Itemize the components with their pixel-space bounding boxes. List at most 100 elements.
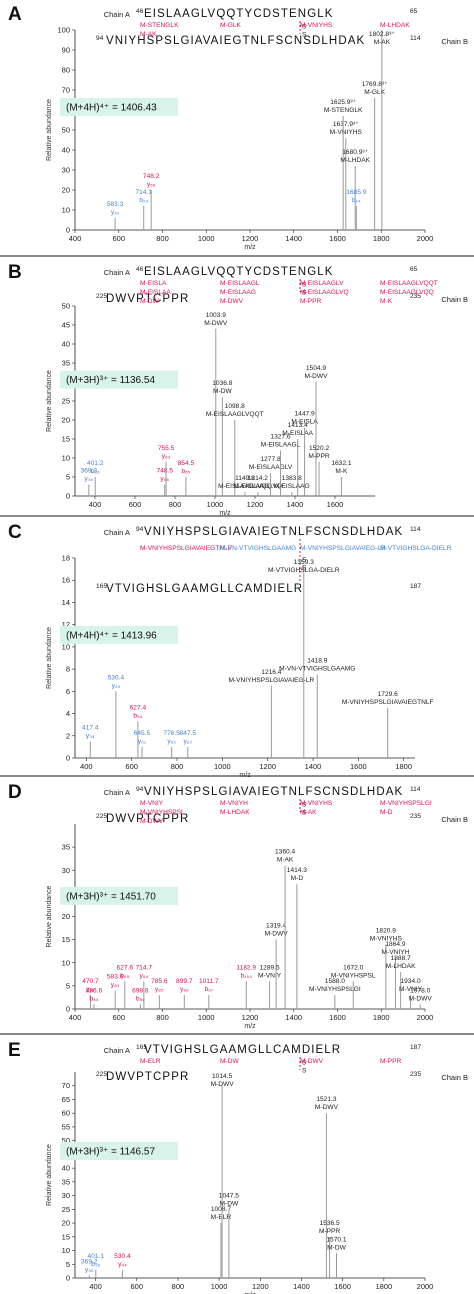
fragment-label: M-K <box>380 298 393 305</box>
peak-mz-label: 1685.9 <box>346 189 367 196</box>
peak-ion-label: M-K <box>335 468 348 475</box>
panel-letter: C <box>8 522 22 543</box>
peak-ion-label: M-EISLAAG <box>274 483 310 490</box>
peak-ion-label: M-VNIY <box>258 972 282 979</box>
y-tick-label: 10 <box>62 454 70 463</box>
x-tick-label: 1800 <box>395 762 412 771</box>
peak-ion-label: M-ELR <box>211 1214 232 1221</box>
peak-mz-label: 847.5 <box>180 730 197 737</box>
y-tick-label: 8 <box>66 665 70 674</box>
peak-mz-label: 1672.0 <box>343 964 364 971</box>
chain-b-start: 225 <box>96 813 107 820</box>
peak-mz-label: 1520.2 <box>309 445 330 452</box>
fragment-label: M-EISLA <box>140 280 167 287</box>
peak-mz-label: 748.5 <box>156 468 173 475</box>
chain-b-end: 235 <box>410 813 421 820</box>
peak-ion-label: M-DWV <box>204 320 228 327</box>
peak-mz-label: 1447.9 <box>294 411 315 418</box>
chain-a-sequence: VNIYHSPSLGIAVAIEGTNLFSCNSDLHDAK <box>144 786 403 798</box>
y-tick-label: 35 <box>62 843 70 852</box>
chain-b-label: Chain B <box>441 1073 468 1082</box>
peak-ion-label: M-VNIYHS <box>370 935 403 942</box>
peak-mz-label: 854.5 <box>178 460 195 467</box>
y-tick-label: 50 <box>62 302 70 311</box>
peak-ion-label: b₅₄ <box>133 712 142 719</box>
peak-ion-label: M-VNIYHSPSL <box>331 972 376 979</box>
chain-b-sequence: DWVPTCPPR <box>106 293 189 305</box>
fragment-label: M-EISLAA <box>140 289 171 296</box>
x-tick-label: 1600 <box>350 762 367 771</box>
y-tick-label: 30 <box>62 1191 70 1200</box>
peak-mz-label: 1536.5 <box>319 1220 340 1227</box>
peak-ion-label: b₂₄ <box>139 197 148 204</box>
fragment-label: M-DWV <box>300 1058 324 1065</box>
peak-mz-label: 1864.9 <box>385 941 406 948</box>
peak-ion-label: M-DWV <box>304 373 328 380</box>
x-tick-label: 1800 <box>373 234 390 243</box>
chain-b-sequence: DWVPTCPPR <box>106 1071 189 1083</box>
chain-b-start: 94 <box>96 35 104 42</box>
fragment-label: M-EISLAAG <box>220 289 256 296</box>
y-tick-label: 55 <box>62 1122 70 1131</box>
sulfur-label: S <box>302 1068 307 1075</box>
fragment-label: M-EISLAAGLVQQT <box>380 280 438 287</box>
fragment-label: M-GLK <box>220 22 241 29</box>
panel-a: A Chain A 46 EISLAAGLVQQTYCDSTENGLK 65 94 VNIY… <box>8 4 468 251</box>
peak-ion-label: y₈₃ <box>111 982 120 989</box>
y-tick-label: 15 <box>62 1232 70 1241</box>
y-tick-label: 5 <box>66 981 70 990</box>
peak-mz-label: 486.6 <box>86 987 103 994</box>
peak-mz-label: 1277.8 <box>260 456 281 463</box>
peak-ion-label: M-VNIYHS <box>330 129 363 136</box>
panel-letter: B <box>8 262 22 283</box>
peak-ion-label: M-PPR <box>308 453 329 460</box>
y-tick-label: 0 <box>66 754 70 763</box>
peak-ion-label: y₄₂ <box>111 209 120 216</box>
chain-b-label: Chain B <box>441 815 468 824</box>
y-tick-label: 15 <box>62 935 70 944</box>
chain-b-end: 235 <box>410 1071 421 1078</box>
chain-b-sequence: DWVPTCPPR <box>106 813 189 825</box>
sulfur-label: S <box>302 1060 307 1067</box>
y-tick-label: 16 <box>62 576 70 585</box>
peak-ion-label: b₉₇ <box>205 986 214 993</box>
y-tick-label: 70 <box>62 86 70 95</box>
x-tick-label: 400 <box>89 500 102 509</box>
x-tick-label: 800 <box>156 234 169 243</box>
precursor-box <box>60 1142 178 1161</box>
panel-letter: D <box>8 782 22 803</box>
sulfur-label: S <box>302 32 307 39</box>
peak-mz-label: 1418.9 <box>307 658 328 665</box>
fragment-label: M-VN-VTVIGHSLGAAMG <box>220 545 296 552</box>
peak-mz-label: 1003.9 <box>206 312 227 319</box>
y-tick-label: 50 <box>62 1136 70 1145</box>
x-tick-label: 1600 <box>327 500 344 509</box>
precursor-box <box>60 626 178 644</box>
x-tick-label: 1600 <box>334 1282 351 1291</box>
sulfur-label: S <box>302 557 307 564</box>
peak-mz-label: 369.3 <box>81 468 98 475</box>
y-tick-label: 100 <box>57 26 70 35</box>
peak-ion-label: y₈₅ <box>155 986 164 993</box>
y-tick-label: 90 <box>62 46 70 55</box>
x-tick-label: 600 <box>112 234 125 243</box>
x-tick-label: 400 <box>80 762 93 771</box>
peak-mz-label: 714.1 <box>135 189 152 196</box>
peak-ion-label: M-EISLA <box>291 419 318 426</box>
x-tick-label: 1000 <box>198 234 215 243</box>
peak-mz-label: 1414.3 <box>287 867 308 874</box>
chain-b-label: Chain B <box>441 295 468 304</box>
y-tick-label: 4 <box>66 709 70 718</box>
chain-a-label: Chain A <box>104 1046 130 1055</box>
precursor-box <box>60 886 178 905</box>
peak-ion-label: y₈₄ <box>139 972 148 979</box>
y-tick-label: 20 <box>62 186 70 195</box>
x-tick-label: 1200 <box>259 762 276 771</box>
peak-ion-label: M-PPR <box>319 1228 340 1235</box>
y-tick-label: 60 <box>62 1109 70 1118</box>
peak-ion-label: b₃₆ <box>91 1261 100 1268</box>
chain-a-end: 65 <box>410 8 418 15</box>
y-tick-label: 10 <box>62 206 70 215</box>
peak-mz-label: 748.2 <box>143 173 160 180</box>
precursor-mass: (M+4H)⁴⁺ = 1413.96 <box>66 631 157 642</box>
